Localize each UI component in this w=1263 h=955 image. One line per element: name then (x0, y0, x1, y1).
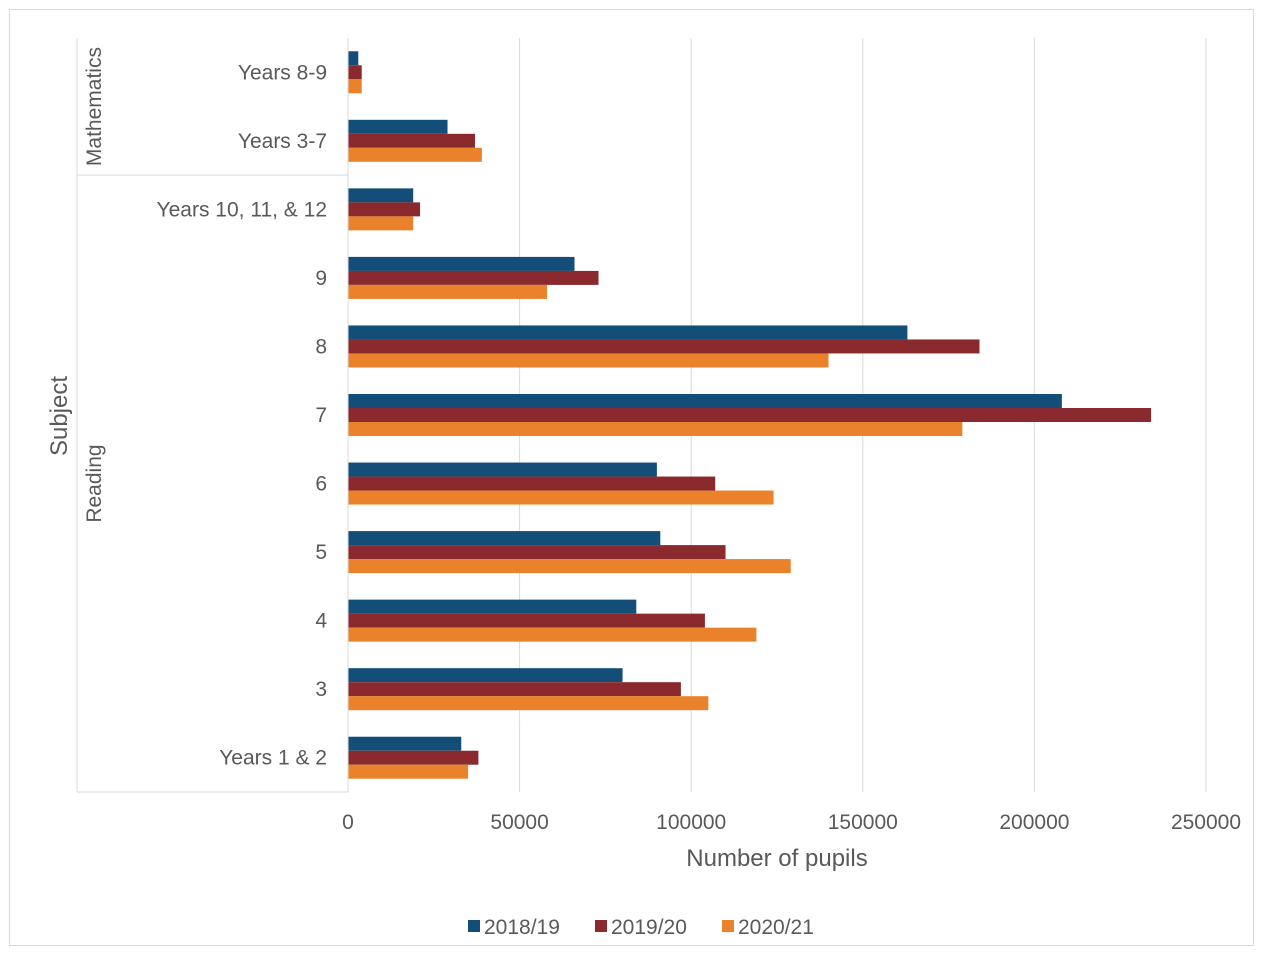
bar-2019-20 (348, 750, 479, 765)
bar-2020-21 (348, 627, 757, 642)
bar-2018-19 (348, 325, 908, 340)
group-label: Reading (83, 444, 106, 522)
legend-swatch (595, 920, 607, 932)
y-tick-label: 7 (315, 404, 327, 427)
legend-swatch (468, 920, 480, 932)
bar-2020-21 (348, 696, 709, 711)
bar-2020-21 (348, 490, 774, 505)
y-tick-label: Years 1 & 2 (219, 747, 327, 770)
bar-2018-19 (348, 256, 575, 271)
group-label: Mathematics (83, 47, 106, 166)
bar-2020-21 (348, 284, 548, 299)
bar-2020-21 (348, 216, 414, 231)
x-tick-label: 100000 (656, 811, 726, 834)
bar-2019-20 (348, 545, 726, 560)
legend-swatch (722, 920, 734, 932)
legend-label: 2018/19 (484, 916, 560, 939)
y-tick-label: 4 (315, 610, 327, 633)
bar-2018-19 (348, 188, 414, 203)
bar-2020-21 (348, 764, 469, 779)
x-tick-label: 250000 (1171, 811, 1241, 834)
legend-label: 2019/20 (611, 916, 687, 939)
y-tick-label: Years 8-9 (238, 61, 327, 84)
bar-2018-19 (348, 736, 462, 751)
y-tick-label: Years 3-7 (238, 130, 327, 153)
x-tick-label: 50000 (490, 811, 548, 834)
legend: 2018/19 2019/20 2020/21 (468, 916, 814, 939)
labels: 0 50000 100000 150000 200000 250000 Years 8-9 Y… (83, 47, 1241, 834)
legend-label: 2020/21 (738, 916, 814, 939)
bar-2020-21 (348, 422, 963, 436)
bar-2019-20 (348, 202, 421, 217)
bar-2019-20 (348, 682, 681, 697)
chart-frame (9, 9, 1254, 946)
y-axis-title: Subject (46, 376, 73, 456)
y-tick-label: 3 (315, 678, 327, 701)
bar-2018-19 (348, 668, 623, 683)
y-tick-label: 5 (315, 541, 327, 564)
axes (76, 38, 349, 793)
x-tick-label: 200000 (999, 811, 1069, 834)
bar-2018-19 (348, 394, 1062, 408)
y-tick-label: 9 (315, 267, 327, 290)
bar-2018-19 (348, 531, 661, 546)
y-tick-label: 8 (315, 335, 327, 358)
bars (348, 51, 1152, 779)
bar-2019-20 (348, 133, 475, 148)
bar-2018-19 (348, 51, 359, 66)
bar-2020-21 (348, 353, 829, 368)
bar-2020-21 (348, 79, 362, 94)
bar-2020-21 (348, 147, 482, 162)
bar-2018-19 (348, 599, 637, 614)
x-tick-label: 0 (342, 811, 354, 834)
bar-2020-21 (348, 559, 791, 574)
bar-2019-20 (348, 613, 705, 628)
y-tick-label: Years 10, 11, & 12 (157, 198, 327, 221)
bar-2019-20 (348, 339, 980, 354)
bar-2019-20 (348, 270, 599, 285)
bar-2018-19 (348, 462, 657, 477)
x-axis-title: Number of pupils (686, 845, 867, 872)
bar-2018-19 (348, 119, 448, 134)
y-tick-label: 6 (315, 473, 327, 496)
bar-2019-20 (348, 476, 716, 491)
x-tick-label: 150000 (828, 811, 898, 834)
bar-2019-20 (348, 65, 362, 80)
bar-2019-20 (348, 408, 1152, 422)
